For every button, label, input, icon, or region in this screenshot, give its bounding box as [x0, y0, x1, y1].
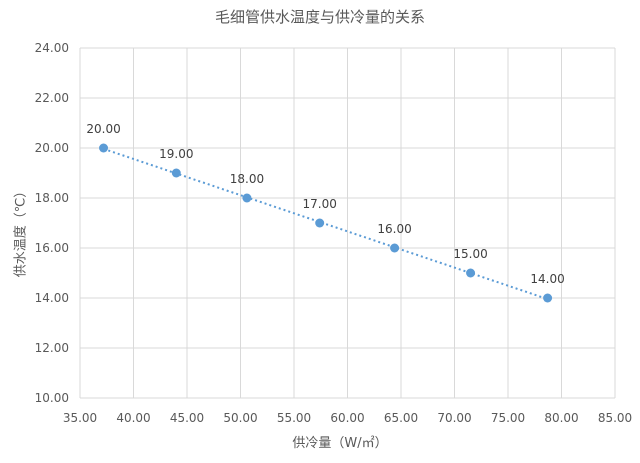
x-tick-labels: 35.00 40.00 45.00 50.00 55.00 60.00 65.00 70.00… [63, 411, 632, 425]
x-tick-label: 80.00 [544, 411, 578, 425]
x-tick-label: 60.00 [330, 411, 364, 425]
data-point [466, 268, 476, 278]
y-tick-label: 22.00 [35, 91, 69, 105]
grid-lines [79, 47, 616, 399]
trendline [103, 147, 548, 301]
y-tick-label: 24.00 [35, 41, 69, 55]
data-point [390, 243, 400, 253]
trendline-path [103, 147, 548, 301]
x-tick-label: 35.00 [63, 411, 97, 425]
y-tick-label: 20.00 [35, 141, 69, 155]
data-labels: 20.00 19.00 18.00 17.00 16.00 15.00 14.00 [86, 122, 564, 286]
x-tick-label: 45.00 [170, 411, 204, 425]
x-tick-label: 65.00 [384, 411, 418, 425]
data-label: 16.00 [377, 222, 411, 236]
x-axis-label: 供冷量（W/㎡） [292, 436, 388, 451]
data-point [99, 143, 109, 153]
x-tick-label: 55.00 [277, 411, 311, 425]
data-points [99, 143, 553, 303]
data-point [171, 168, 181, 178]
chart-title: 毛细管供水温度与供冷量的关系 [214, 8, 425, 26]
data-point [543, 293, 553, 303]
y-tick-label: 14.00 [35, 291, 69, 305]
x-tick-label: 50.00 [223, 411, 257, 425]
y-tick-label: 10.00 [35, 391, 69, 405]
data-point [315, 218, 325, 228]
y-tick-label: 16.00 [35, 241, 69, 255]
data-label: 19.00 [159, 147, 193, 161]
x-tick-label: 70.00 [437, 411, 471, 425]
x-tick-label: 85.00 [598, 411, 632, 425]
y-tick-label: 12.00 [35, 341, 69, 355]
data-label: 20.00 [86, 122, 120, 136]
data-label: 18.00 [230, 172, 264, 186]
data-label: 15.00 [453, 247, 487, 261]
y-tick-label: 18.00 [35, 191, 69, 205]
x-tick-label: 75.00 [491, 411, 525, 425]
data-point [242, 193, 252, 203]
y-tick-labels: 10.00 12.00 14.00 16.00 18.00 20.00 22.00 24.00 [35, 41, 69, 405]
data-label: 14.00 [530, 272, 564, 286]
x-tick-label: 40.00 [116, 411, 150, 425]
data-label: 17.00 [303, 197, 337, 211]
